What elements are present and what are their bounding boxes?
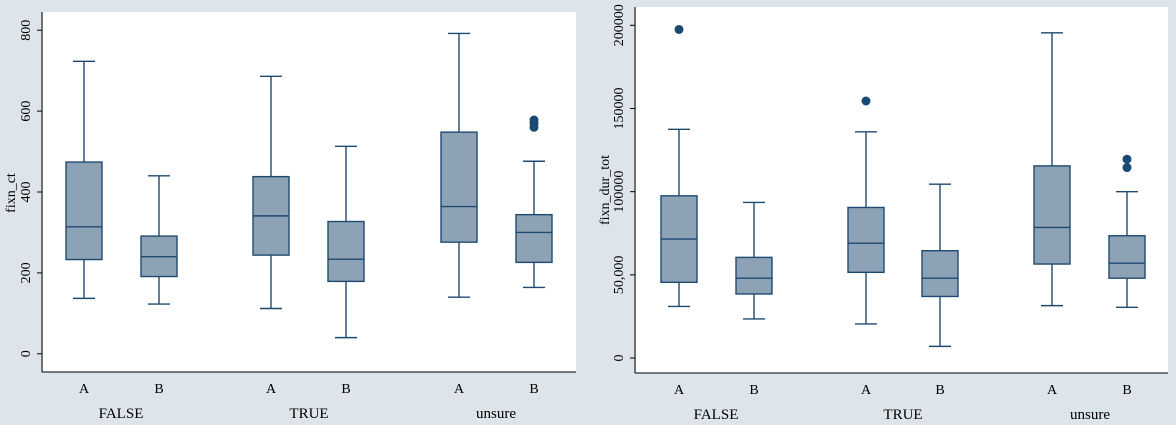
- x-category-label: B: [1122, 383, 1131, 398]
- box-unsure-a: [440, 32, 478, 298]
- box-true-b: [327, 145, 365, 339]
- iqr-box: [515, 213, 553, 264]
- y-axis-title: fixn_dur_tot: [598, 155, 613, 225]
- box-true-a: [847, 96, 885, 325]
- outlier-point: [861, 96, 871, 106]
- box-false-b: [140, 175, 178, 305]
- iqr-box: [921, 250, 959, 298]
- x-category-label: A: [1047, 383, 1058, 398]
- box-false-b: [735, 201, 773, 320]
- plot-area: [636, 7, 1168, 373]
- box-true-a: [252, 75, 290, 310]
- chart-panel-2: 0 50,000 100000 150000 200000 fixn_dur_tot A B A…: [598, 4, 1168, 423]
- iqr-box: [735, 256, 773, 295]
- outlier-point: [674, 24, 684, 34]
- iqr-box: [327, 220, 365, 283]
- box-true-b: [921, 183, 959, 348]
- x-category-label: A: [79, 382, 90, 397]
- x-category-label: B: [935, 383, 944, 398]
- y-tick-label: 0: [19, 350, 34, 357]
- outlier-point: [1122, 154, 1132, 164]
- x-category-label: A: [861, 383, 872, 398]
- x-category-label: B: [529, 382, 538, 397]
- x-category-label: B: [749, 383, 758, 398]
- box-false-a: [65, 60, 103, 300]
- box-unsure-b: [1108, 154, 1146, 308]
- y-tick-label: 100000: [612, 171, 627, 213]
- x-category-label: A: [266, 382, 277, 397]
- x-group-label: TRUE: [289, 406, 328, 422]
- x-group-label: FALSE: [694, 407, 739, 423]
- iqr-box: [65, 161, 103, 261]
- y-tick-label: 200000: [612, 4, 627, 46]
- y-tick-label: 0: [612, 355, 627, 362]
- y-tick-label: 150000: [612, 87, 627, 129]
- outlier-point: [529, 115, 539, 125]
- y-tick-label: 50,000: [612, 256, 627, 295]
- y-tick-label: 400: [19, 182, 34, 203]
- x-category-label: A: [674, 383, 685, 398]
- x-category-label: A: [454, 382, 465, 397]
- iqr-box: [847, 206, 885, 274]
- y-tick-label: 800: [19, 20, 34, 41]
- iqr-box: [440, 131, 478, 243]
- x-group-label: FALSE: [99, 406, 144, 422]
- x-group-label: unsure: [1070, 407, 1110, 423]
- x-group-label: unsure: [476, 406, 516, 422]
- box-unsure-b: [515, 115, 553, 289]
- iqr-box: [1108, 235, 1146, 279]
- box-false-a: [660, 24, 698, 308]
- outlier-point: [1122, 163, 1132, 173]
- y-tick-label: 600: [19, 101, 34, 122]
- box-unsure-a: [1033, 32, 1071, 307]
- iqr-box: [1033, 165, 1071, 265]
- x-category-label: B: [341, 382, 350, 397]
- x-category-label: B: [154, 382, 163, 397]
- x-group-label: TRUE: [883, 407, 922, 423]
- y-axis-title: fixn_ct: [4, 173, 19, 213]
- chart-panel-1: 0 200 400 600 800 fixn_ct A B A B A B FALSE TRUE unsur…: [4, 12, 576, 422]
- plot-area: [43, 12, 576, 372]
- y-tick-label: 200: [19, 262, 34, 283]
